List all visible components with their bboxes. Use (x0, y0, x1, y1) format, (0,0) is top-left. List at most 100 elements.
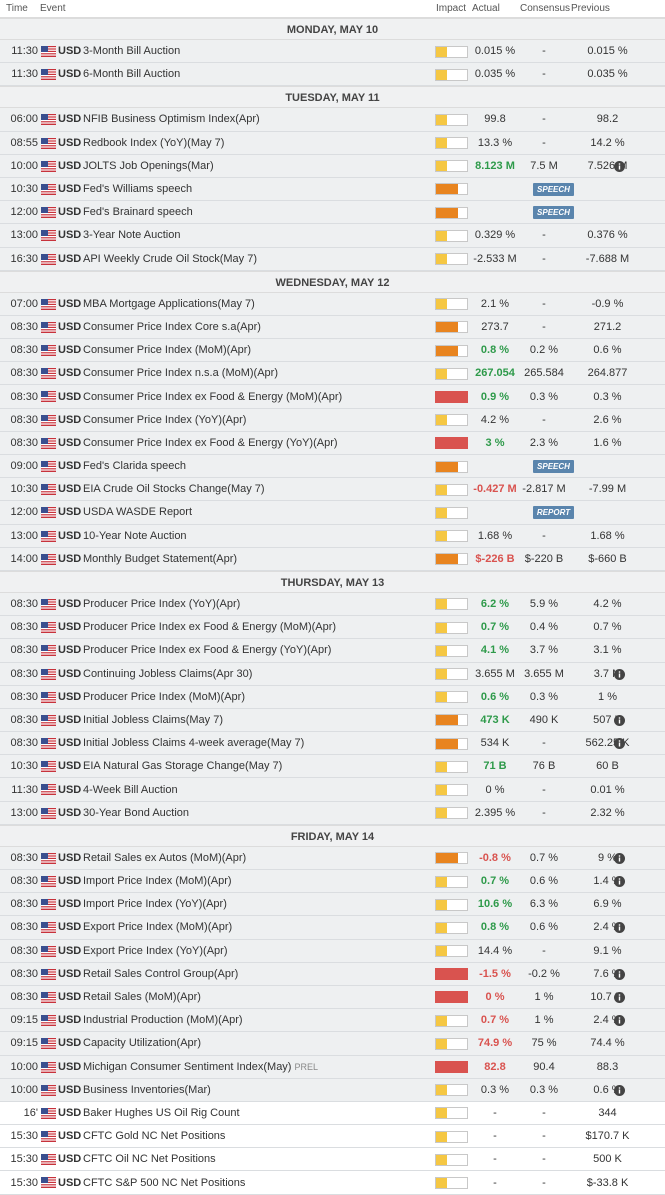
event-name[interactable]: Business Inventories(Mar) (83, 1079, 211, 1101)
event-name[interactable]: Consumer Price Index ex Food & Energy (M… (83, 385, 342, 407)
event-name[interactable]: Retail Sales Control Group(Apr) (83, 963, 238, 985)
event-row[interactable]: 09:15 USD Industrial Production (MoM)(Apr)… (0, 1009, 665, 1033)
event-row[interactable]: 08:30 USD Consumer Price Index (YoY)(Apr) 4… (0, 408, 665, 432)
event-name[interactable]: Continuing Jobless Claims(Apr 30) (83, 663, 252, 685)
event-name[interactable]: Producer Price Index ex Food & Energy (Y… (83, 639, 331, 661)
event-name[interactable]: Initial Jobless Claims(May 7) (83, 709, 223, 731)
event-row[interactable]: 08:30 USD Retail Sales (MoM)(Apr) 0 % 1 % 10.… (0, 985, 665, 1010)
info-button[interactable] (614, 968, 625, 980)
event-name[interactable]: Import Price Index (MoM)(Apr) (83, 870, 232, 892)
event-name[interactable]: 3-Month Bill Auction (83, 40, 180, 62)
event-row[interactable]: 07:00 USD MBA Mortgage Applications(May 7)… (0, 292, 665, 316)
event-name[interactable]: Capacity Utilization(Apr) (83, 1032, 201, 1054)
event-row[interactable]: 14:00 USD Monthly Budget Statement(Apr) $-2… (0, 547, 665, 571)
event-name[interactable]: Fed's Clarida speech (83, 455, 186, 477)
event-row[interactable]: 11:30 USD 4-Week Bill Auction 0 % - 0.01 % (0, 778, 665, 802)
info-button[interactable] (614, 738, 625, 750)
info-button[interactable] (614, 714, 625, 726)
event-name[interactable]: Initial Jobless Claims 4-week average(Ma… (83, 732, 304, 754)
event-name[interactable]: EIA Natural Gas Storage Change(May 7) (83, 755, 282, 777)
info-icon[interactable] (614, 922, 625, 934)
event-row[interactable]: 08:30 USD Retail Sales Control Group(Apr) -… (0, 962, 665, 986)
info-icon[interactable] (614, 991, 625, 1003)
event-row[interactable]: 08:30 USD Producer Price Index ex Food & E… (0, 616, 665, 640)
speech-badge[interactable]: SPEECH (533, 460, 574, 473)
info-icon[interactable] (614, 160, 625, 172)
event-row[interactable]: 10:30 USD Fed's Williams speech SPEECH (0, 177, 665, 202)
event-name[interactable]: Retail Sales ex Autos (MoM)(Apr) (83, 847, 246, 869)
info-button[interactable] (614, 1084, 625, 1096)
info-icon[interactable] (614, 1015, 625, 1027)
report-badge[interactable]: REPORT (533, 506, 574, 520)
event-name[interactable]: 6-Month Bill Auction (83, 63, 180, 85)
event-row[interactable]: 08:30 USD Consumer Price Index ex Food & E… (0, 431, 665, 455)
event-name[interactable]: Monthly Budget Statement(Apr) (83, 548, 237, 570)
info-icon[interactable] (614, 668, 625, 680)
event-name[interactable]: CFTC S&P 500 NC Net Positions (83, 1171, 245, 1193)
event-name[interactable]: CFTC Oil NC Net Positions (83, 1148, 216, 1170)
info-button[interactable] (614, 876, 625, 887)
event-name[interactable]: 3-Year Note Auction (83, 224, 180, 246)
event-row[interactable]: 16:30 USD API Weekly Crude Oil Stock(May 7… (0, 247, 665, 271)
info-button[interactable] (614, 922, 625, 934)
event-name[interactable]: Consumer Price Index (MoM)(Apr) (83, 339, 251, 361)
event-name[interactable]: Export Price Index (YoY)(Apr) (83, 940, 227, 962)
event-row[interactable]: 09:00 USD Fed's Clarida speech SPEECH (0, 455, 665, 479)
event-row[interactable]: 13:00 USD 3-Year Note Auction 0.329 % - 0.376… (0, 224, 665, 248)
event-row[interactable]: 08:30 USD Consumer Price Index ex Food & E… (0, 385, 665, 409)
event-row[interactable]: 10:00 USD Business Inventories(Mar) 0.3 % 0.… (0, 1078, 665, 1102)
event-row[interactable]: 11:30 USD 3-Month Bill Auction 0.015 % - 0.01… (0, 40, 665, 64)
event-name[interactable]: Consumer Price Index n.s.a (MoM)(Apr) (83, 362, 278, 384)
event-row[interactable]: 08:30 USD Initial Jobless Claims(May 7) 473… (0, 708, 665, 733)
event-row[interactable]: 09:15 USD Capacity Utilization(Apr) 74.9 % 7… (0, 1032, 665, 1056)
event-name[interactable]: Consumer Price Index ex Food & Energy (Y… (83, 432, 338, 454)
info-icon[interactable] (614, 876, 625, 887)
event-row[interactable]: 13:00 USD 10-Year Note Auction 1.68 % - 1.68 … (0, 524, 665, 548)
event-row[interactable]: 15:30 USD CFTC Oil NC Net Positions - - 500 K (0, 1148, 665, 1172)
info-button[interactable] (614, 668, 625, 680)
event-row[interactable]: 08:30 USD Consumer Price Index Core s.a(Ap… (0, 315, 665, 340)
info-button[interactable] (614, 1015, 625, 1027)
event-row[interactable]: 08:30 USD Retail Sales ex Autos (MoM)(Apr)… (0, 846, 665, 870)
info-button[interactable] (614, 852, 625, 864)
event-row[interactable]: 10:30 USD EIA Crude Oil Stocks Change(May … (0, 478, 665, 502)
event-name[interactable]: API Weekly Crude Oil Stock(May 7) (83, 248, 257, 270)
event-name[interactable]: Producer Price Index (YoY)(Apr) (83, 593, 240, 615)
event-row[interactable]: 08:55 USD Redbook Index (YoY)(May 7) 13.3 %… (0, 131, 665, 155)
event-row[interactable]: 08:30 USD Continuing Jobless Claims(Apr 30… (0, 662, 665, 686)
event-name[interactable]: EIA Crude Oil Stocks Change(May 7) (83, 478, 265, 500)
event-row[interactable]: 10:30 USD EIA Natural Gas Storage Change(M… (0, 755, 665, 779)
event-row[interactable]: 08:30 USD Export Price Index (YoY)(Apr) 14.… (0, 939, 665, 963)
event-row[interactable]: 08:30 USD Consumer Price Index n.s.a (MoM)… (0, 362, 665, 386)
event-row[interactable]: 11:30 USD 6-Month Bill Auction 0.035 % - 0.03… (0, 63, 665, 87)
info-button[interactable] (614, 991, 625, 1003)
event-name[interactable]: Michigan Consumer Sentiment Index(May) PR… (83, 1056, 318, 1078)
event-name[interactable]: Fed's Brainard speech (83, 201, 193, 223)
info-icon[interactable] (614, 968, 625, 980)
info-icon[interactable] (614, 852, 625, 864)
event-row[interactable]: 15:30 USD CFTC Gold NC Net Positions - - $170… (0, 1125, 665, 1149)
event-row[interactable]: 08:30 USD Producer Price Index (MoM)(Apr) 0… (0, 685, 665, 709)
event-row[interactable]: 08:30 USD Import Price Index (YoY)(Apr) 10.… (0, 893, 665, 917)
event-name[interactable]: Industrial Production (MoM)(Apr) (83, 1009, 243, 1031)
event-name[interactable]: USDA WASDE Report (83, 501, 192, 523)
info-icon[interactable] (614, 714, 625, 726)
info-button[interactable] (614, 160, 625, 172)
event-name[interactable]: Redbook Index (YoY)(May 7) (83, 132, 224, 154)
event-row[interactable]: 08:30 USD Producer Price Index (YoY)(Apr) 6… (0, 592, 665, 617)
info-icon[interactable] (614, 738, 625, 750)
event-name[interactable]: Import Price Index (YoY)(Apr) (83, 893, 227, 915)
event-name[interactable]: Consumer Price Index Core s.a(Apr) (83, 316, 261, 338)
event-row[interactable]: 15:30 USD CFTC S&P 500 NC Net Positions - - $… (0, 1171, 665, 1195)
event-row[interactable]: 08:30 USD Producer Price Index ex Food & E… (0, 639, 665, 663)
event-name[interactable]: CFTC Gold NC Net Positions (83, 1125, 225, 1147)
event-name[interactable]: Consumer Price Index (YoY)(Apr) (83, 409, 246, 431)
event-name[interactable]: Producer Price Index (MoM)(Apr) (83, 686, 245, 708)
event-name[interactable]: MBA Mortgage Applications(May 7) (83, 293, 255, 315)
event-row[interactable]: 06:00 USD NFIB Business Optimism Index(Apr… (0, 108, 665, 132)
event-name[interactable]: 4-Week Bill Auction (83, 778, 178, 800)
event-row[interactable]: 08:30 USD Initial Jobless Claims 4-week av… (0, 732, 665, 756)
event-name[interactable]: Fed's Williams speech (83, 178, 192, 200)
event-row[interactable]: 12:00 USD USDA WASDE Report REPORT (0, 501, 665, 525)
event-row[interactable]: 08:30 USD Export Price Index (MoM)(Apr) 0.8… (0, 916, 665, 940)
